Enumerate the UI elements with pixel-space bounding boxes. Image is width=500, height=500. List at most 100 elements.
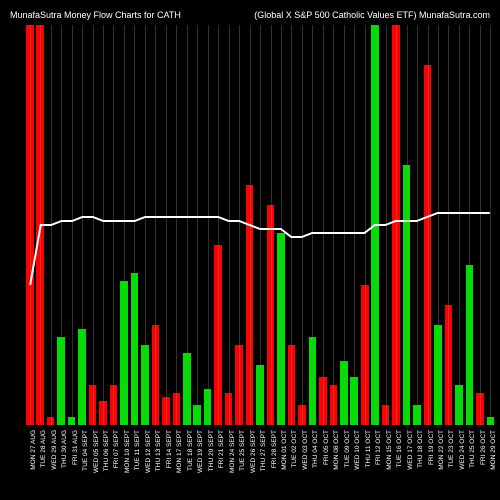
label-slot: WED 17 OCT (402, 428, 411, 500)
label-slot: FRI 05 OCT (318, 428, 327, 500)
chart-title-right: (Global X S&P 500 Catholic Values ETF) M… (254, 10, 490, 20)
gridline (51, 25, 52, 425)
bar-slot (287, 25, 296, 425)
gridline (428, 25, 429, 425)
bar-slot (454, 25, 463, 425)
bar-slot (203, 25, 212, 425)
gridline (333, 25, 334, 425)
label-slot: MON 08 OCT (329, 428, 338, 500)
bar-slot (370, 25, 379, 425)
label-slot: MON 24 SEPT (224, 428, 233, 500)
label-slot: WED 10 OCT (350, 428, 359, 500)
bar-slot (433, 25, 442, 425)
bar-slot (119, 25, 128, 425)
bar-slot (381, 25, 390, 425)
label-slot: WED 03 OCT (297, 428, 306, 500)
gridline (113, 25, 114, 425)
gridline (30, 25, 31, 425)
gridline (490, 25, 491, 425)
label-slot: TUE 23 OCT (444, 428, 453, 500)
label-slot: FRI 19 OCT (423, 428, 432, 500)
label-slot: THU 25 OCT (465, 428, 474, 500)
label-slot: WED 24 OCT (454, 428, 463, 500)
label-slot: FRI 26 OCT (475, 428, 484, 500)
label-slot: THU 30 AUG (56, 428, 65, 500)
label-slot: TUE 16 OCT (391, 428, 400, 500)
bar-slot (245, 25, 254, 425)
gridline (208, 25, 209, 425)
label-slot: WED 26 SEPT (245, 428, 254, 500)
bar-slot (486, 25, 495, 425)
bar-slot (130, 25, 139, 425)
label-slot: TUE 02 OCT (287, 428, 296, 500)
label-slot: THU 04 OCT (308, 428, 317, 500)
bars-area (25, 25, 495, 425)
label-slot: FRI 28 SEPT (266, 428, 275, 500)
label-slot: THU 06 SEPT (98, 428, 107, 500)
gridline (103, 25, 104, 425)
gridline (344, 25, 345, 425)
bar-slot (402, 25, 411, 425)
label-slot: WED 29 AUG (46, 428, 55, 500)
label-slot: TUE 25 SEPT (234, 428, 243, 500)
gridline (302, 25, 303, 425)
gridline (187, 25, 188, 425)
money-flow-chart: MunafaSutra Money Flow Charts for CATH (… (0, 0, 500, 500)
gridline (61, 25, 62, 425)
label-slot: WED 05 SEPT (88, 428, 97, 500)
gridline (323, 25, 324, 425)
label-slot: MON 22 OCT (433, 428, 442, 500)
chart-title-left: MunafaSutra Money Flow Charts for CATH (10, 10, 181, 20)
gridline (239, 25, 240, 425)
gridline (176, 25, 177, 425)
label-slot: WED 12 SEPT (140, 428, 149, 500)
gridline (312, 25, 313, 425)
bar-slot (213, 25, 222, 425)
bar-slot (318, 25, 327, 425)
bar-slot (224, 25, 233, 425)
gridline (134, 25, 135, 425)
bar-slot (255, 25, 264, 425)
bar-slot (297, 25, 306, 425)
label-slot: FRI 21 SEPT (213, 428, 222, 500)
label-slot: TUE 11 SEPT (130, 428, 139, 500)
bar-slot (25, 25, 34, 425)
gridline (291, 25, 292, 425)
bar-slot (109, 25, 118, 425)
gridline (271, 25, 272, 425)
gridline (155, 25, 156, 425)
gridline (124, 25, 125, 425)
bar-slot (98, 25, 107, 425)
label-slot: THU 20 SEPT (203, 428, 212, 500)
gridline (386, 25, 387, 425)
bar-slot (350, 25, 359, 425)
bar-slot (465, 25, 474, 425)
label-slot: MON 29 OCT (486, 428, 495, 500)
bar-slot (475, 25, 484, 425)
bar-slot (234, 25, 243, 425)
bar-slot (182, 25, 191, 425)
bar-slot (35, 25, 44, 425)
label-slot: FRI 12 OCT (370, 428, 379, 500)
bar-slot (88, 25, 97, 425)
bar-slot (161, 25, 170, 425)
gridline (229, 25, 230, 425)
bar-slot (339, 25, 348, 425)
gridline (448, 25, 449, 425)
label-slot: MON 27 AUG (25, 428, 34, 500)
bar-slot (412, 25, 421, 425)
label-slot: TUE 28 AUG (35, 428, 44, 500)
bar-slot (77, 25, 86, 425)
gridline (72, 25, 73, 425)
label-slot: MON 17 SEPT (172, 428, 181, 500)
bar-slot (151, 25, 160, 425)
gridline (417, 25, 418, 425)
label-slot: TUE 09 OCT (339, 428, 348, 500)
label-slot: TUE 18 SEPT (182, 428, 191, 500)
gridline (197, 25, 198, 425)
gridline (407, 25, 408, 425)
gridline (93, 25, 94, 425)
gridline (480, 25, 481, 425)
bar-slot (329, 25, 338, 425)
label-slot: THU 18 OCT (412, 428, 421, 500)
